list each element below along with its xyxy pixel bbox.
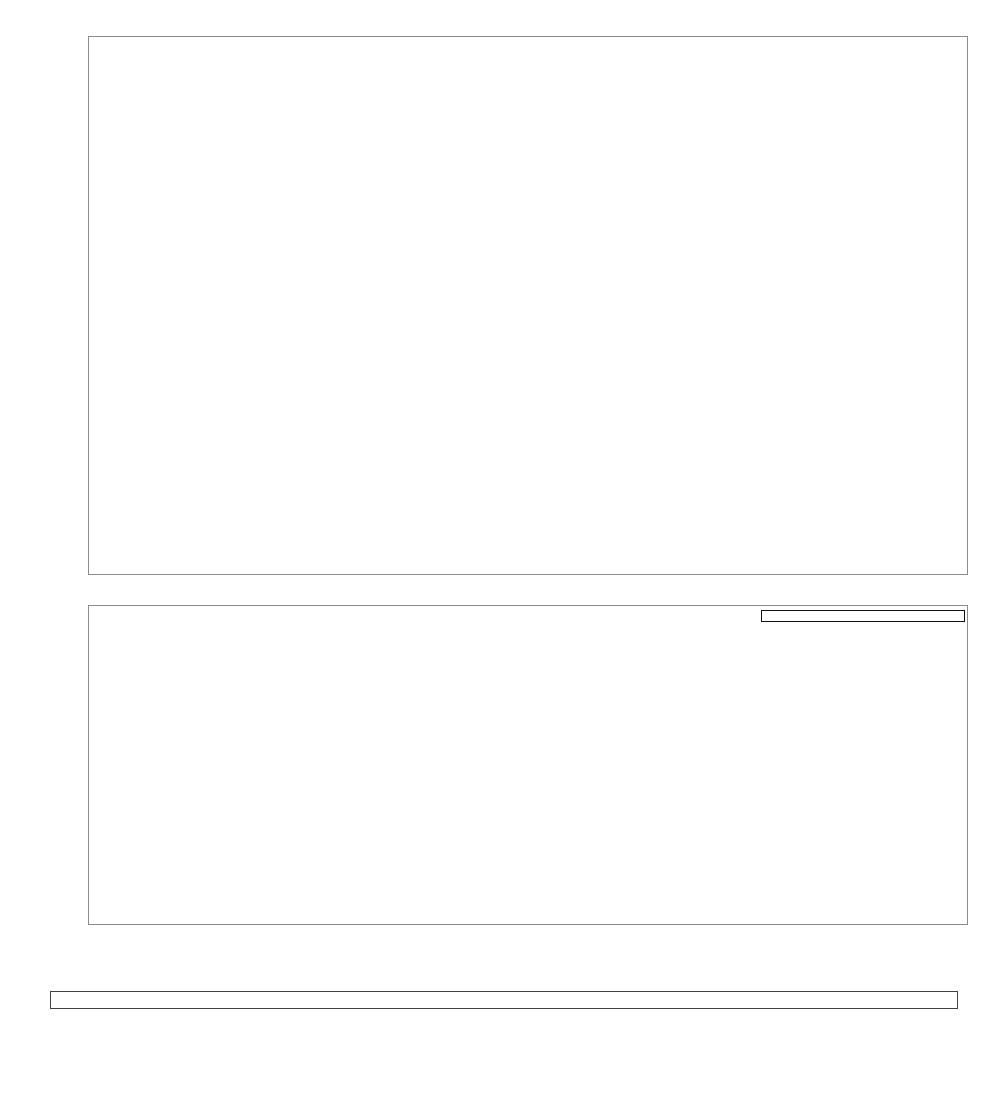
scatter-panel [88,36,968,575]
colorbar [50,991,958,1009]
histogram-legend [761,610,965,622]
histogram-panel [88,605,968,925]
